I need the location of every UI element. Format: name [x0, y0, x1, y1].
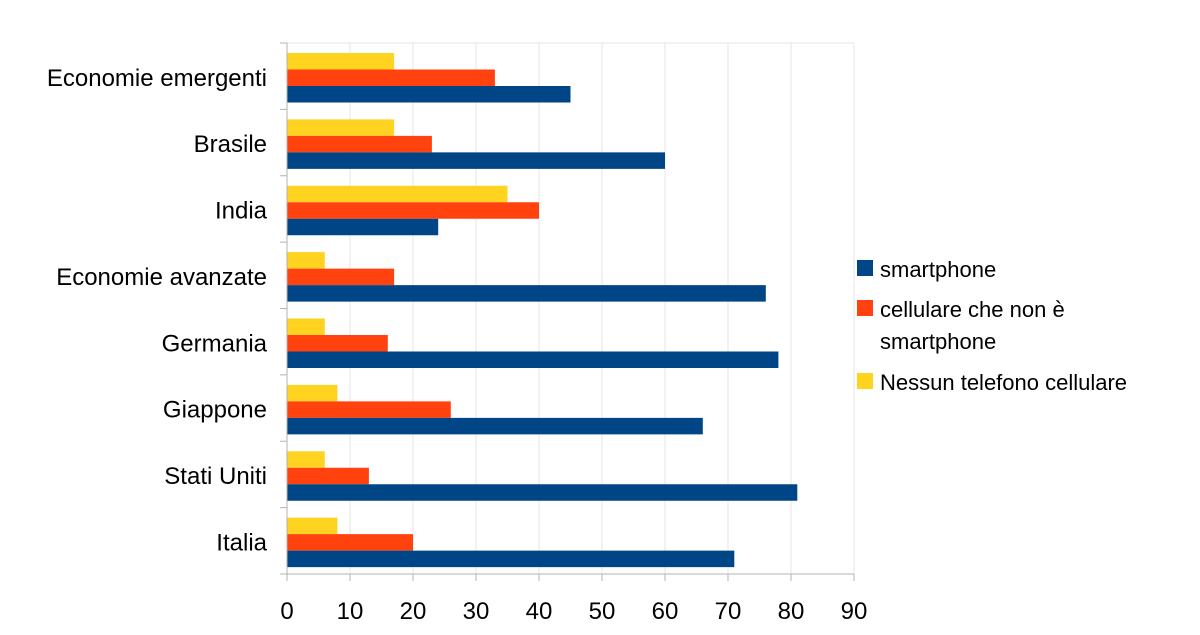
bar-italia-series-1 [287, 534, 413, 551]
category-label: Germania [162, 330, 268, 357]
bar-stati-uniti-series-1 [287, 467, 369, 485]
x-tick-label: 10 [337, 598, 364, 625]
x-tick-label: 20 [400, 598, 427, 625]
x-tick-label: 50 [589, 598, 616, 625]
category-label: Economie avanzate [56, 264, 267, 291]
bar-economie-avanzate-series-2 [287, 252, 325, 269]
bar-giappone-series-1 [287, 401, 451, 418]
x-tick-label: 0 [280, 598, 293, 625]
bar-germania-series-2 [287, 318, 325, 335]
legend-label: smartphone [880, 329, 996, 354]
x-tick-label: 80 [778, 598, 805, 625]
bar-stati-uniti-series-2 [287, 451, 325, 468]
category-label: Economie emergenti [47, 65, 267, 92]
bar-economie-avanzate-series-0 [287, 285, 766, 302]
axes [280, 42, 855, 581]
category-label: Brasile [194, 131, 267, 158]
bar-economie-emergenti-series-1 [287, 69, 495, 86]
legend-swatch [857, 300, 873, 316]
bar-brasile-series-0 [287, 152, 665, 169]
bar-brasile-series-2 [287, 119, 395, 136]
bar-giappone-series-2 [287, 384, 338, 402]
legend-label: cellulare che non è [880, 297, 1065, 322]
bars [287, 53, 798, 568]
legend-swatch [857, 373, 873, 389]
bar-stati-uniti-series-0 [287, 484, 798, 501]
bar-economie-avanzate-series-1 [287, 268, 395, 286]
bar-germania-series-0 [287, 351, 779, 368]
category-labels: Economie emergenti Brasile India Economie a… [47, 65, 268, 557]
bar-germania-series-1 [287, 335, 388, 352]
x-tick-label: 60 [652, 598, 679, 625]
x-tick-label: 30 [463, 598, 490, 625]
bar-india-series-2 [287, 185, 508, 203]
bar-economie-emergenti-series-2 [287, 53, 395, 70]
bar-india-series-1 [287, 202, 539, 219]
x-tick-label: 40 [526, 598, 553, 625]
bar-italia-series-0 [287, 550, 735, 568]
bar-india-series-0 [287, 218, 439, 236]
category-label: Italia [216, 529, 267, 556]
x-tick-labels: 0 10 20 30 40 50 60 70 80 90 [280, 598, 867, 625]
legend-label: smartphone [880, 257, 996, 282]
category-label: India [215, 198, 268, 225]
bar-brasile-series-1 [287, 135, 432, 153]
gridlines [287, 42, 855, 574]
bar-italia-series-2 [287, 517, 338, 535]
x-tick-label: 70 [715, 598, 742, 625]
x-tick-label: 90 [841, 598, 868, 625]
legend-swatch [857, 260, 873, 276]
bar-economie-emergenti-series-0 [287, 86, 571, 103]
category-label: Giappone [163, 397, 267, 424]
legend: smartphone cellulare che non è smartphone… [857, 257, 1127, 395]
legend-label: Nessun telefono cellulare [880, 370, 1127, 395]
bar-giappone-series-0 [287, 417, 703, 435]
category-label: Stati Uniti [164, 463, 267, 490]
